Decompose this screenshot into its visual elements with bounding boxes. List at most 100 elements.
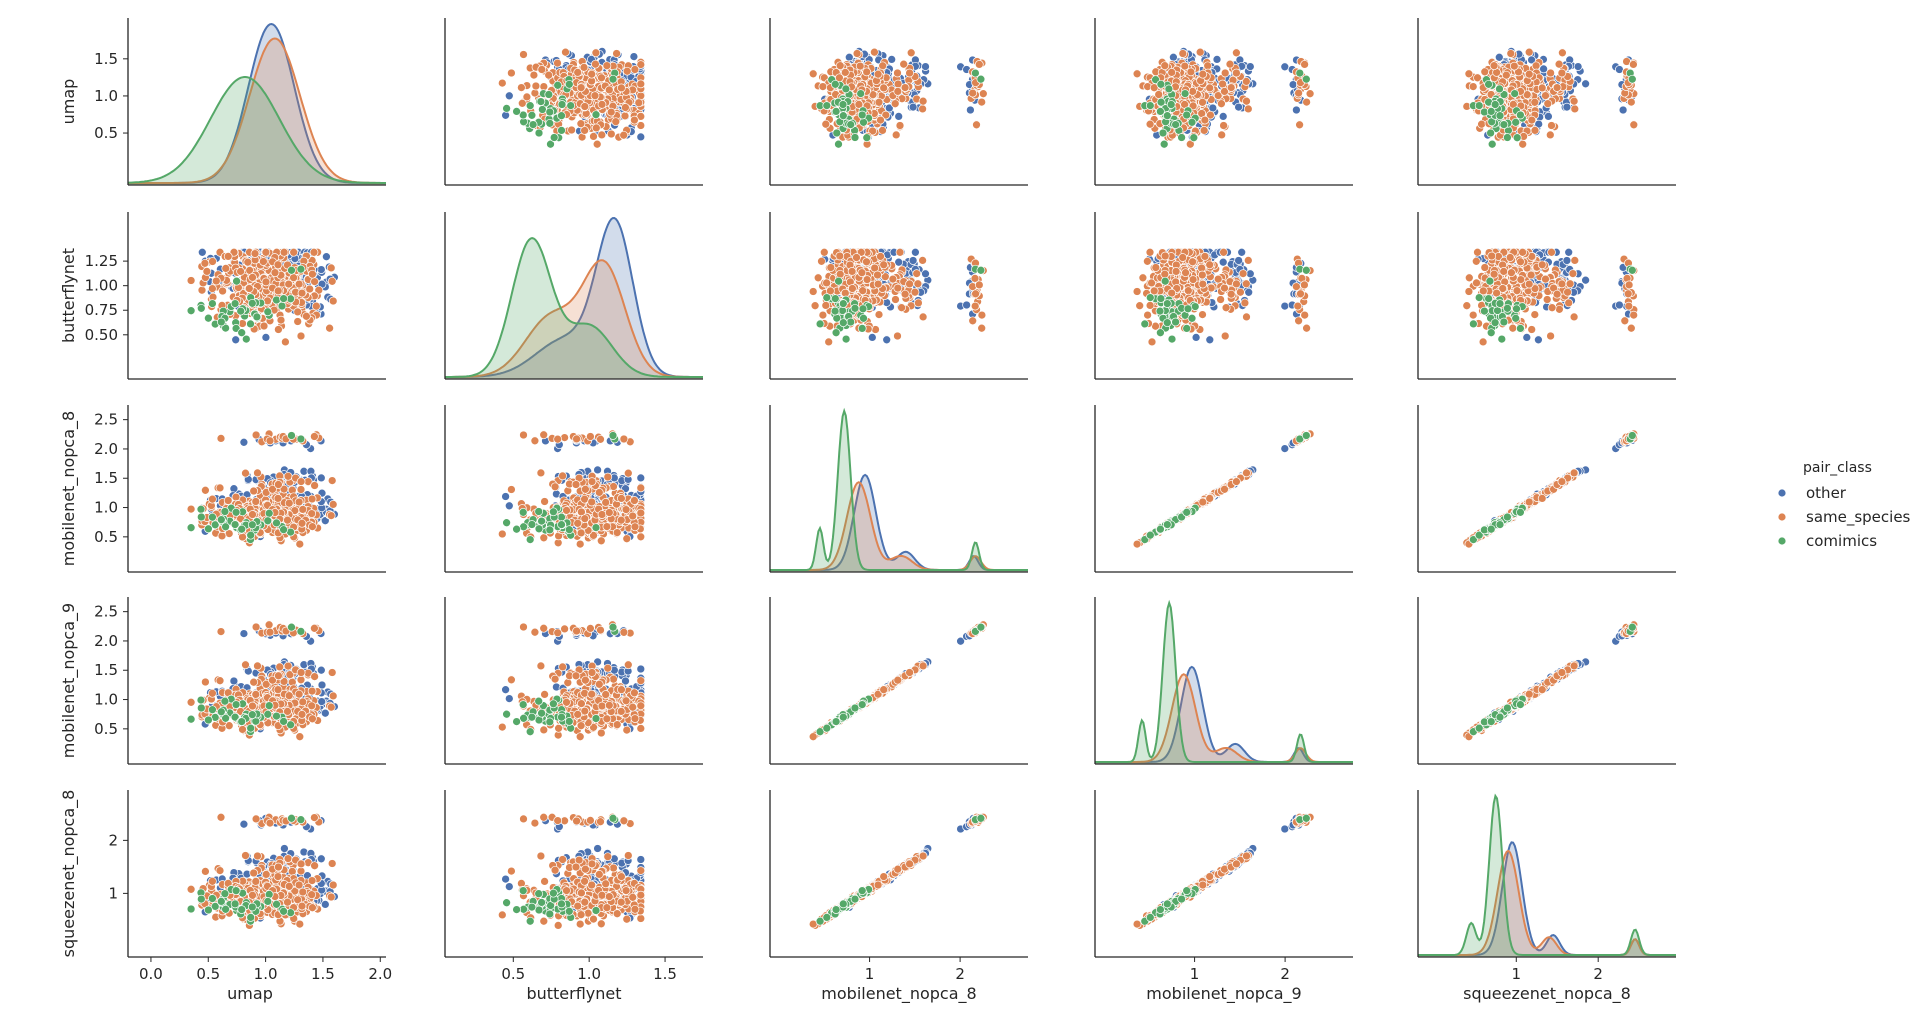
- point-same-species: [297, 288, 307, 298]
- point-other: [887, 55, 897, 64]
- point-same-species: [326, 263, 336, 273]
- point-same-species: [912, 269, 922, 278]
- point-comimics: [850, 303, 860, 313]
- point-same-species: [328, 296, 338, 306]
- point-same-species: [1530, 97, 1540, 107]
- point-same-species: [576, 83, 586, 93]
- cell-umap-vs-mobilenet-nopca-8: [769, 18, 1028, 186]
- point-same-species: [544, 70, 554, 80]
- point-comimics: [1177, 133, 1186, 142]
- point-comimics: [1187, 117, 1197, 127]
- point-same-species: [848, 284, 857, 293]
- point-same-species: [977, 323, 987, 333]
- point-same-species: [597, 73, 606, 83]
- scatter-points: [808, 47, 988, 149]
- point-comimics: [831, 107, 841, 116]
- point-same-species: [897, 303, 906, 313]
- point-comimics: [272, 295, 281, 305]
- point-same-species: [906, 48, 916, 58]
- point-same-species: [517, 83, 526, 92]
- point-comimics: [204, 313, 213, 323]
- point-same-species: [878, 61, 888, 71]
- point-same-species: [878, 126, 887, 135]
- point-same-species: [818, 310, 828, 320]
- point-comimics: [527, 110, 537, 120]
- point-same-species: [1524, 47, 1534, 57]
- point-same-species: [1527, 115, 1537, 125]
- point-other: [1234, 256, 1243, 265]
- point-same-species: [587, 69, 597, 79]
- point-comimics: [976, 74, 986, 84]
- point-same-species: [1506, 49, 1516, 58]
- point-same-species: [857, 268, 867, 278]
- point-same-species: [835, 61, 845, 71]
- point-same-species: [977, 97, 987, 107]
- point-other: [1581, 79, 1590, 89]
- point-same-species: [261, 277, 271, 287]
- point-same-species: [273, 260, 283, 270]
- point-other: [1573, 62, 1583, 71]
- point-same-species: [1295, 120, 1304, 130]
- point-same-species: [1629, 120, 1639, 130]
- point-same-species: [1186, 67, 1196, 77]
- point-same-species: [1242, 96, 1251, 106]
- point-comimics: [850, 133, 860, 142]
- point-same-species: [835, 269, 845, 279]
- point-comimics: [296, 264, 306, 274]
- point-comimics: [538, 105, 547, 114]
- point-comimics: [591, 110, 601, 120]
- point-other: [197, 247, 207, 257]
- point-same-species: [821, 119, 831, 129]
- point-same-species: [855, 61, 865, 71]
- point-other: [1280, 301, 1290, 311]
- point-comimics: [838, 318, 848, 328]
- point-comimics: [566, 101, 576, 110]
- point-other: [504, 91, 514, 101]
- point-other: [1218, 257, 1228, 267]
- point-same-species: [530, 88, 540, 98]
- point-same-species: [1160, 61, 1170, 71]
- point-same-species: [1524, 69, 1534, 79]
- point-comimics: [196, 303, 206, 313]
- point-comimics: [246, 319, 255, 329]
- point-other: [1244, 287, 1254, 297]
- point-same-species: [259, 257, 268, 266]
- point-comimics: [1301, 74, 1311, 84]
- point-same-species: [507, 68, 516, 78]
- point-same-species: [874, 310, 884, 319]
- point-same-species: [1302, 323, 1311, 333]
- point-comimics: [841, 334, 851, 344]
- point-same-species: [1167, 68, 1177, 77]
- point-other: [1191, 333, 1201, 342]
- point-comimics: [1486, 107, 1496, 116]
- point-same-species: [634, 98, 644, 108]
- point-same-species: [311, 301, 321, 311]
- point-same-species: [913, 279, 923, 289]
- point-comimics: [857, 324, 867, 333]
- point-other: [231, 335, 241, 345]
- point-same-species: [553, 58, 562, 68]
- point-comimics: [557, 100, 567, 109]
- point-comimics: [1180, 89, 1190, 98]
- point-comimics: [608, 74, 618, 84]
- point-same-species: [890, 99, 900, 109]
- point-comimics: [236, 306, 246, 316]
- point-same-species: [1546, 68, 1555, 78]
- point-same-species: [497, 78, 507, 88]
- point-other: [1562, 102, 1572, 112]
- point-comimics: [857, 110, 867, 120]
- point-comimics: [834, 276, 843, 286]
- point-same-species: [305, 284, 315, 294]
- point-same-species: [1300, 310, 1310, 320]
- point-comimics: [815, 319, 825, 329]
- point-other: [316, 265, 326, 274]
- point-same-species: [561, 47, 570, 57]
- point-same-species: [293, 317, 303, 326]
- point-comimics: [1171, 120, 1180, 129]
- point-same-species: [186, 276, 196, 285]
- point-same-species: [873, 69, 883, 79]
- point-other: [1494, 52, 1504, 62]
- point-same-species: [1232, 48, 1241, 58]
- point-same-species: [891, 130, 901, 140]
